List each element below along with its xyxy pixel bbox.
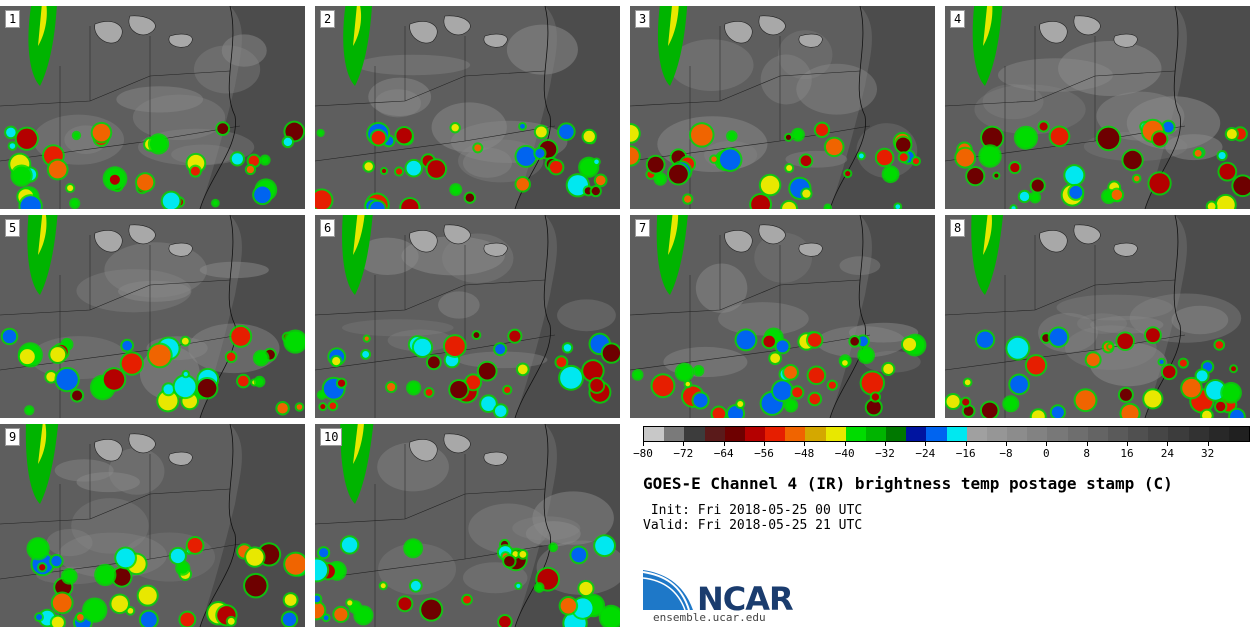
member-number-label: 6 xyxy=(320,219,336,237)
colorbar-swatch xyxy=(644,427,665,441)
colorbar-swatch xyxy=(744,427,766,441)
colorbar-swatch xyxy=(785,427,806,441)
colorbar-tick xyxy=(885,441,886,446)
member-panel-7: 7 xyxy=(630,215,935,418)
colorbar-tick-label: −24 xyxy=(915,447,936,460)
colorbar-tick xyxy=(844,441,846,446)
colorbar-tick xyxy=(723,441,725,446)
colorbar-tick xyxy=(764,441,765,446)
colorbar-tick xyxy=(1167,441,1169,446)
member-number-label: 4 xyxy=(950,10,966,28)
init-time: Init: Fri 2018-05-25 00 UTC xyxy=(643,503,863,518)
member-number-label: 2 xyxy=(320,10,336,28)
colorbar-tick-label: −80 xyxy=(633,447,653,460)
colorbar-tick-label: 16 xyxy=(1120,447,1134,460)
colorbar-swatch xyxy=(1188,427,1209,441)
member-panel-9: 9 xyxy=(0,424,305,627)
colorbar-tick-label: −64 xyxy=(713,447,734,460)
colorbar-swatch xyxy=(825,427,846,441)
member-number-label: 5 xyxy=(5,219,21,237)
colorbar-swatch xyxy=(926,427,947,441)
colorbar-swatch xyxy=(1067,427,1088,441)
site-url: ensemble.ucar.edu xyxy=(653,611,766,624)
colorbar-swatch xyxy=(684,427,705,441)
colorbar-tick-label: −32 xyxy=(875,447,895,460)
colorbar-swatch xyxy=(845,427,866,441)
colorbar-swatch xyxy=(1208,427,1229,441)
chart-title: GOES-E Channel 4 (IR) brightness temp po… xyxy=(643,474,1173,493)
member-number-label: 10 xyxy=(320,428,343,446)
colorbar-swatch xyxy=(1128,427,1149,441)
colorbar-tick xyxy=(683,441,685,446)
colorbar-tick-label: 0 xyxy=(1043,447,1050,460)
member-panel-2: 2 xyxy=(315,6,620,209)
colorbar-swatch xyxy=(765,427,786,441)
colorbar-swatch xyxy=(1107,427,1129,441)
colorbar-swatch xyxy=(1087,427,1108,441)
colorbar-swatch xyxy=(986,427,1008,441)
colorbar-tick xyxy=(1006,441,1007,446)
colorbar-swatch xyxy=(966,427,987,441)
colorbar-tick-label: −48 xyxy=(794,447,815,460)
colorbar-tick xyxy=(1127,441,1128,446)
colorbar-swatch xyxy=(704,427,725,441)
colorbar-tick-label: −40 xyxy=(834,447,855,460)
member-number-label: 3 xyxy=(635,10,651,28)
member-panel-3: 3 xyxy=(630,6,935,209)
colorbar-tick-label: 24 xyxy=(1160,447,1174,460)
temperature-colorbar xyxy=(643,426,1250,442)
colorbar-swatch xyxy=(805,427,826,441)
member-number-label: 1 xyxy=(5,10,21,28)
colorbar-tick-label: 8 xyxy=(1083,447,1090,460)
colorbar-swatch xyxy=(1027,427,1048,441)
colorbar-tick xyxy=(804,441,806,446)
ncar-logo-icon xyxy=(643,570,693,611)
colorbar-tick-label: −16 xyxy=(955,447,976,460)
colorbar-tick-label: −56 xyxy=(754,447,774,460)
member-panel-5: 5 xyxy=(0,215,305,418)
colorbar-swatch xyxy=(1168,427,1189,441)
colorbar-swatch xyxy=(946,427,967,441)
colorbar-swatch xyxy=(1148,427,1169,441)
colorbar-tick xyxy=(965,441,967,446)
colorbar-tick xyxy=(1046,441,1048,446)
member-number-label: 7 xyxy=(635,219,651,237)
colorbar-swatch xyxy=(724,427,745,441)
member-panel-10: 10 xyxy=(315,424,620,627)
colorbar-swatch xyxy=(906,427,927,441)
member-number-label: 9 xyxy=(5,428,21,446)
member-panel-4: 4 xyxy=(945,6,1250,209)
colorbar-swatch xyxy=(886,427,907,441)
colorbar-tick xyxy=(1086,441,1088,446)
colorbar-tick xyxy=(643,441,644,446)
member-panel-6: 6 xyxy=(315,215,620,418)
member-number-label: 8 xyxy=(950,219,966,237)
valid-time: Valid: Fri 2018-05-25 21 UTC xyxy=(643,518,863,533)
colorbar-tick xyxy=(925,441,927,446)
colorbar-swatch xyxy=(1007,427,1028,441)
colorbar-swatch xyxy=(1047,427,1068,441)
colorbar-swatch xyxy=(664,427,685,441)
colorbar-tick xyxy=(1207,441,1209,446)
ncar-logo-text: NCAR xyxy=(697,580,794,618)
member-panel-8: 8 xyxy=(945,215,1250,418)
colorbar-tick-label: −72 xyxy=(673,447,694,460)
colorbar-tick-label: −8 xyxy=(999,447,1013,460)
member-panel-1: 1 xyxy=(0,6,305,209)
colorbar-tick-label: 32 xyxy=(1201,447,1215,460)
colorbar-swatch xyxy=(1228,427,1250,441)
colorbar-swatch xyxy=(865,427,887,441)
